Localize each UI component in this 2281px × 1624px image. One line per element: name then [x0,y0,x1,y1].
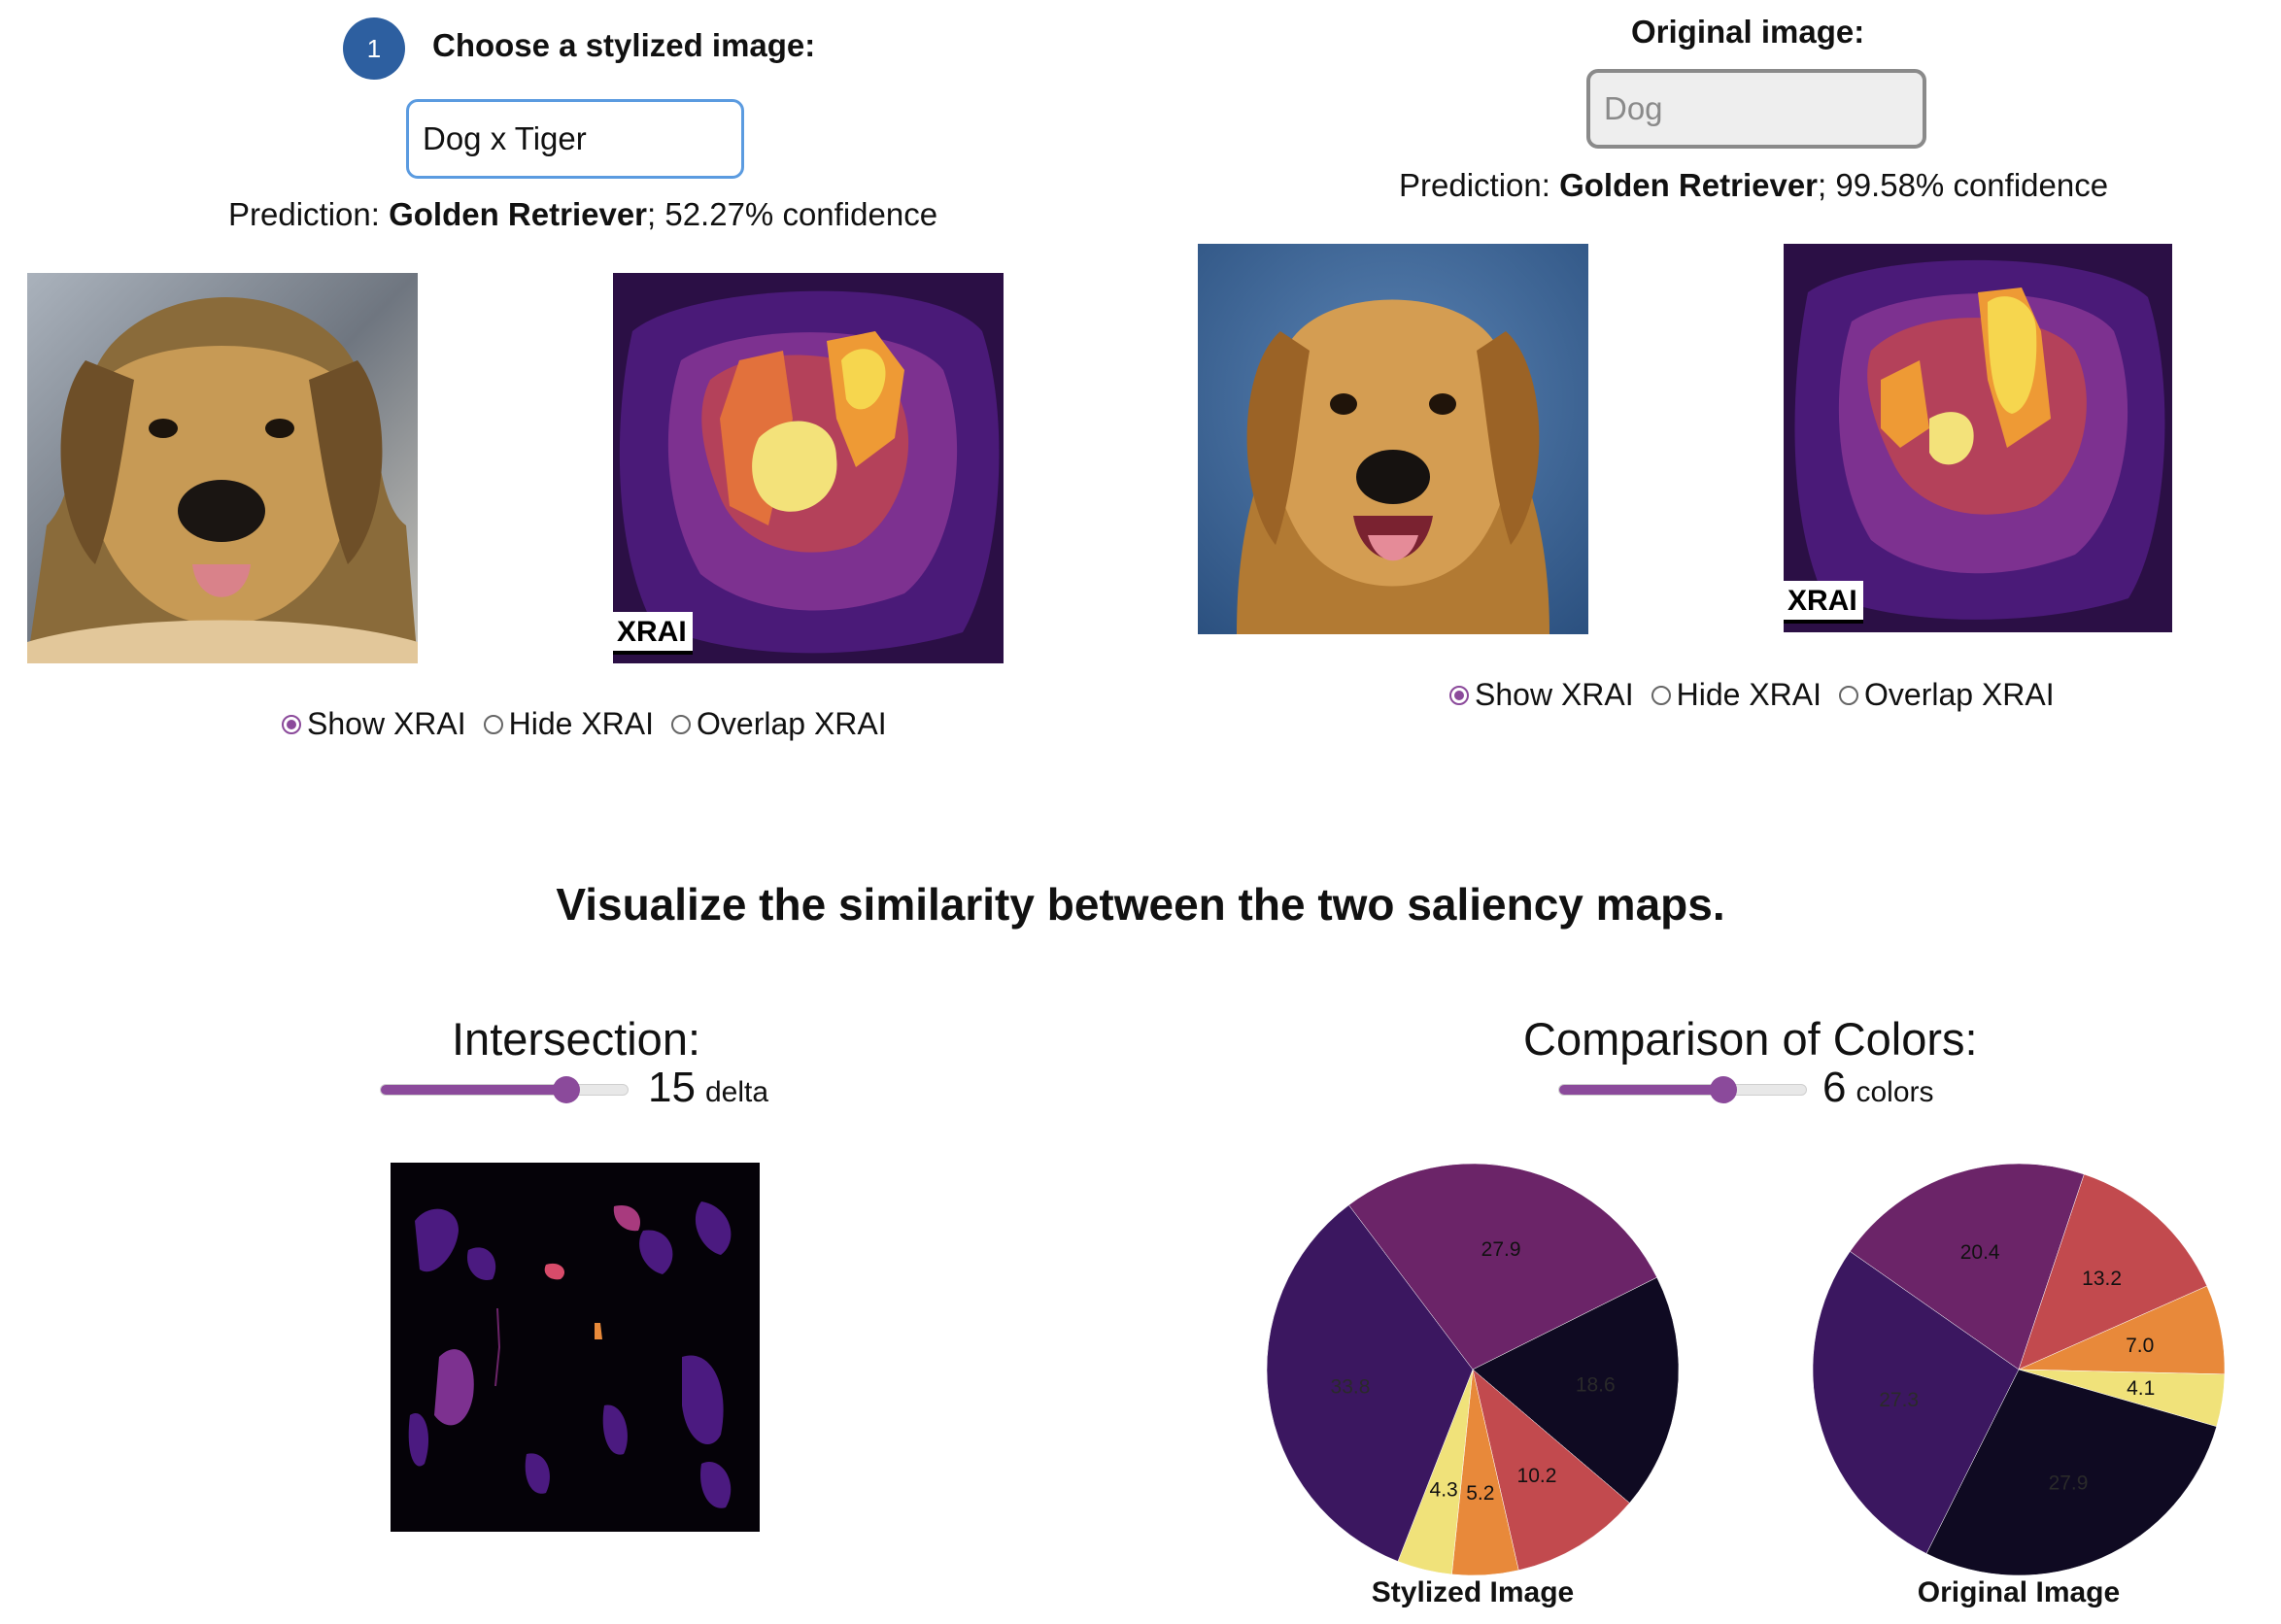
pie-slice-label: 33.8 [1331,1375,1371,1398]
pie-slice-33.8 [1266,1204,1474,1562]
original-prediction: Prediction: Golden Retriever; 99.58% con… [1399,167,2109,203]
color-count-slider-thumb[interactable] [1710,1076,1738,1103]
original-heading: Original image: [1631,14,1865,50]
intersection-slider-thumb[interactable] [552,1076,580,1103]
stylized-xrai-heatmap: XRAI [613,273,1004,663]
original-radio-overlap-xrai[interactable]: Overlap XRAI [1839,677,2055,713]
radio-unchecked-icon [1651,685,1671,705]
intersection-label: Intersection: [452,1013,701,1065]
color-count-slider-fill [1559,1085,1724,1095]
stylized-radio-show-xrai[interactable]: Show XRAI [282,706,466,742]
radio-checked-icon [282,714,301,734]
pie-slice-label: 4.3 [1430,1479,1458,1502]
intersection-unit: delta [704,1076,769,1108]
pie-slice-10.2 [1472,1369,1630,1571]
pie-slice-18.6 [1472,1276,1680,1504]
original-dog-illustration [1198,244,1588,634]
stylized-xrai-illustration [613,273,1004,663]
color-count-unit: colors [1855,1076,1934,1108]
pie-slice-label: 20.4 [1960,1241,2000,1264]
radio-unchecked-icon [671,714,692,734]
color-count-value: 6 [1822,1064,1847,1111]
similarity-section-title: Visualize the similarity between the two… [556,879,1725,930]
intersection-slider-fill [381,1085,566,1095]
stylized-radio-overlap-xrai[interactable]: Overlap XRAI [671,706,887,742]
stylized-prediction: Prediction: Golden Retriever; 52.27% con… [228,196,938,232]
original-pie-chart: 20.4 13.2 7.0 4.1 27.9 27.3 [1812,1163,2226,1576]
radio-unchecked-icon [1839,685,1859,705]
step-badge: 1 [343,17,405,80]
pie-slice-20.4 [1849,1163,2085,1370]
color-comparison-label: Comparison of Colors: [1523,1013,1978,1065]
pie-slice-27.3 [1812,1251,2020,1554]
intersection-map-illustration [391,1163,760,1532]
original-dog-image [1198,244,1588,634]
intersection-value: 15 [648,1064,696,1111]
stylized-pie-chart: 27.9 18.6 10.2 5.2 4.3 33.8 [1266,1163,1680,1576]
original-radio-show-xrai[interactable]: Show XRAI [1449,677,1634,713]
stylized-dog-image [27,273,418,663]
pie-slice-label: 27.9 [1481,1238,1521,1261]
pie-slice-27.9 [1348,1163,1657,1370]
original-xrai-radio-group: Show XRAI Hide XRAI Overlap XRAI [1449,677,2072,713]
pie-slice-27.9 [1925,1369,2218,1576]
stylized-image-select[interactable]: Dog x Tiger [406,99,744,179]
original-xrai-illustration [1784,244,2172,632]
intersection-slider[interactable] [380,1076,629,1103]
stylized-radio-hide-xrai[interactable]: Hide XRAI [483,706,654,742]
stylized-xrai-badge: XRAI [613,612,693,655]
pie-slice-label: 4.1 [2127,1377,2155,1400]
color-count-readout: 6 colors [1822,1064,1934,1112]
stylized-prediction-class: Golden Retriever [389,196,648,232]
pie-slice-13.2 [2018,1173,2208,1370]
radio-unchecked-icon [483,714,503,734]
original-xrai-heatmap: XRAI [1784,244,2172,632]
intersection-map-image [391,1163,760,1532]
pie-slice-label: 27.3 [1879,1389,1919,1411]
stylized-xrai-radio-group: Show XRAI Hide XRAI Overlap XRAI [282,706,904,742]
pie-slice-label: 27.9 [2049,1472,2089,1495]
stylized-heading: Choose a stylized image: [432,27,816,63]
intersection-readout: 15 delta [648,1064,768,1112]
pie-slice-label: 10.2 [1517,1465,1557,1487]
pie-slice-label: 13.2 [2082,1268,2122,1290]
stylized-pie-caption: Stylized Image [1371,1576,1575,1608]
pie-slice-label: 18.6 [1576,1373,1616,1396]
original-xrai-badge: XRAI [1784,581,1863,624]
color-count-slider[interactable] [1558,1076,1807,1103]
pie-slice-label: 7.0 [2126,1335,2154,1357]
original-pie-caption: Original Image [1917,1576,2121,1608]
original-radio-hide-xrai[interactable]: Hide XRAI [1651,677,1821,713]
stylized-dog-illustration [27,273,418,663]
original-image-select: Dog [1586,69,1926,149]
original-prediction-class: Golden Retriever [1559,167,1819,203]
pie-slice-label: 5.2 [1466,1482,1494,1505]
radio-checked-icon [1449,685,1469,705]
